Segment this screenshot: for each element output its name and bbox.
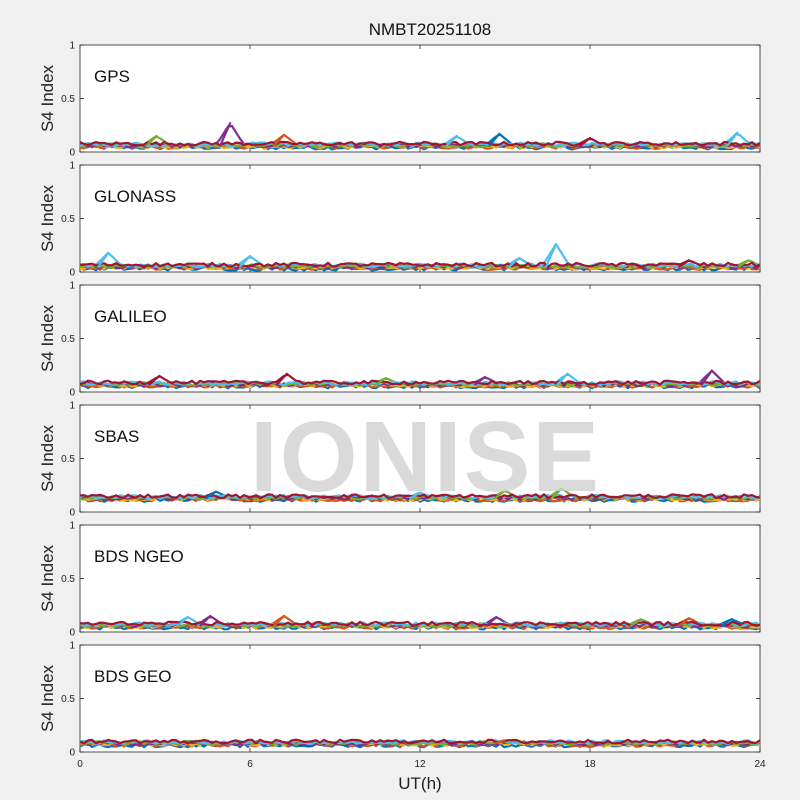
constellation-label: BDS NGEO <box>94 547 184 566</box>
spike-4 <box>678 616 691 627</box>
y-axis-label: S4 Index <box>38 304 57 372</box>
y-tick-label: 1 <box>69 521 75 532</box>
spike-3 <box>272 133 286 147</box>
plot-area <box>79 284 761 393</box>
spike-1 <box>408 740 422 745</box>
y-tick-label: 1 <box>69 41 75 52</box>
series-line <box>80 493 760 500</box>
spike-6 <box>629 618 643 627</box>
panel-glonass: 0 0.5 1 S4 Index GLONASS <box>38 161 761 279</box>
spike-3 <box>485 615 498 627</box>
y-tick-label: 0.5 <box>61 574 75 585</box>
plot-area <box>79 44 761 153</box>
constellation-label: GPS <box>94 67 130 86</box>
spike-1 <box>493 489 507 500</box>
series-line <box>80 243 760 269</box>
series-line <box>80 138 760 147</box>
spike-5 <box>678 259 691 268</box>
y-tick-label: 0 <box>69 268 75 279</box>
spike-1 <box>238 254 252 268</box>
spike-3 <box>148 374 161 386</box>
spike-2 <box>204 490 218 500</box>
y-axis-label: S4 Index <box>38 424 57 492</box>
y-tick-label: 0.5 <box>61 694 75 705</box>
y-axis-label: S4 Index <box>38 184 57 252</box>
series-traces <box>80 243 760 272</box>
y-tick-label: 0 <box>69 388 75 399</box>
series-line <box>80 620 760 627</box>
series-traces <box>80 614 760 631</box>
y-tick-label: 0 <box>69 148 75 159</box>
y-tick-label: 0.5 <box>61 334 75 345</box>
y-tick-label: 0.5 <box>61 214 75 225</box>
spike-0 <box>199 614 212 627</box>
y-tick-label: 0 <box>69 508 75 519</box>
series-traces <box>80 122 760 151</box>
series-line <box>80 373 760 386</box>
x-axis-label: UT(h) <box>398 774 441 793</box>
y-tick-label: 0.5 <box>61 94 75 105</box>
series-line <box>80 616 760 628</box>
spike-6 <box>578 136 592 147</box>
y-tick-label: 1 <box>69 641 75 652</box>
x-tick-label: 24 <box>754 759 766 770</box>
spike-2 <box>488 132 501 147</box>
panel-gps: 0 0.5 1 S4 Index GPS <box>38 41 761 159</box>
spike-4 <box>737 259 750 268</box>
constellation-label: GLONASS <box>94 187 176 206</box>
x-tick-label: 12 <box>414 759 426 770</box>
x-tick-label: 6 <box>247 759 253 770</box>
constellation-label: BDS GEO <box>94 667 171 686</box>
constellation-label: GALILEO <box>94 307 167 326</box>
spike-0 <box>700 369 713 386</box>
x-tick-label: 18 <box>584 759 596 770</box>
spike-2 <box>97 251 110 268</box>
panel-galileo: 0 0.5 1 S4 Index GALILEO <box>38 281 761 399</box>
spike-4 <box>474 375 487 386</box>
spike-2 <box>176 615 189 627</box>
plot-area <box>79 164 761 273</box>
y-tick-label: 1 <box>69 161 75 172</box>
plot-area <box>79 644 761 753</box>
panel-bds-geo: 0 0.5 1 S4 Index BDS GEO 0 6 12 18 24 <box>38 641 766 771</box>
series-traces <box>80 738 760 749</box>
spike-1 <box>145 134 158 147</box>
spike-3 <box>408 491 422 500</box>
panel-bds-ngeo: 0 0.5 1 S4 Index BDS NGEO <box>38 521 761 639</box>
y-axis-label: S4 Index <box>38 64 57 132</box>
spike-0 <box>544 243 558 268</box>
x-tick-label: 0 <box>77 759 83 770</box>
y-tick-label: 0 <box>69 748 75 759</box>
spike-0 <box>493 739 507 745</box>
spike-2 <box>556 372 569 386</box>
figure-title: NMBT20251108 <box>369 20 492 39</box>
y-tick-label: 0.5 <box>61 454 75 465</box>
series-traces <box>80 369 760 390</box>
spike-1 <box>272 614 286 627</box>
y-tick-label: 1 <box>69 401 75 412</box>
constellation-label: SBAS <box>94 427 139 446</box>
spike-5 <box>720 618 733 627</box>
spike-0 <box>219 122 232 147</box>
panel-sbas: 0 0.5 1 S4 Index SBAS <box>38 401 761 519</box>
spike-4 <box>726 131 739 147</box>
spike-0 <box>550 487 563 500</box>
spike-5 <box>445 134 458 147</box>
series-line <box>80 259 760 268</box>
spike-3 <box>508 256 521 268</box>
y-tick-label: 0 <box>69 628 75 639</box>
plot-area <box>79 524 761 633</box>
spike-5 <box>374 376 388 386</box>
spike-1 <box>275 372 288 386</box>
y-tick-label: 1 <box>69 281 75 292</box>
y-axis-label: S4 Index <box>38 664 57 732</box>
y-axis-label: S4 Index <box>38 544 57 612</box>
panels: 0 0.5 1 S4 Index GPS 0 0.5 1 S4 Index GLONASS 0 0.5… <box>38 41 766 771</box>
series-traces <box>80 487 760 503</box>
